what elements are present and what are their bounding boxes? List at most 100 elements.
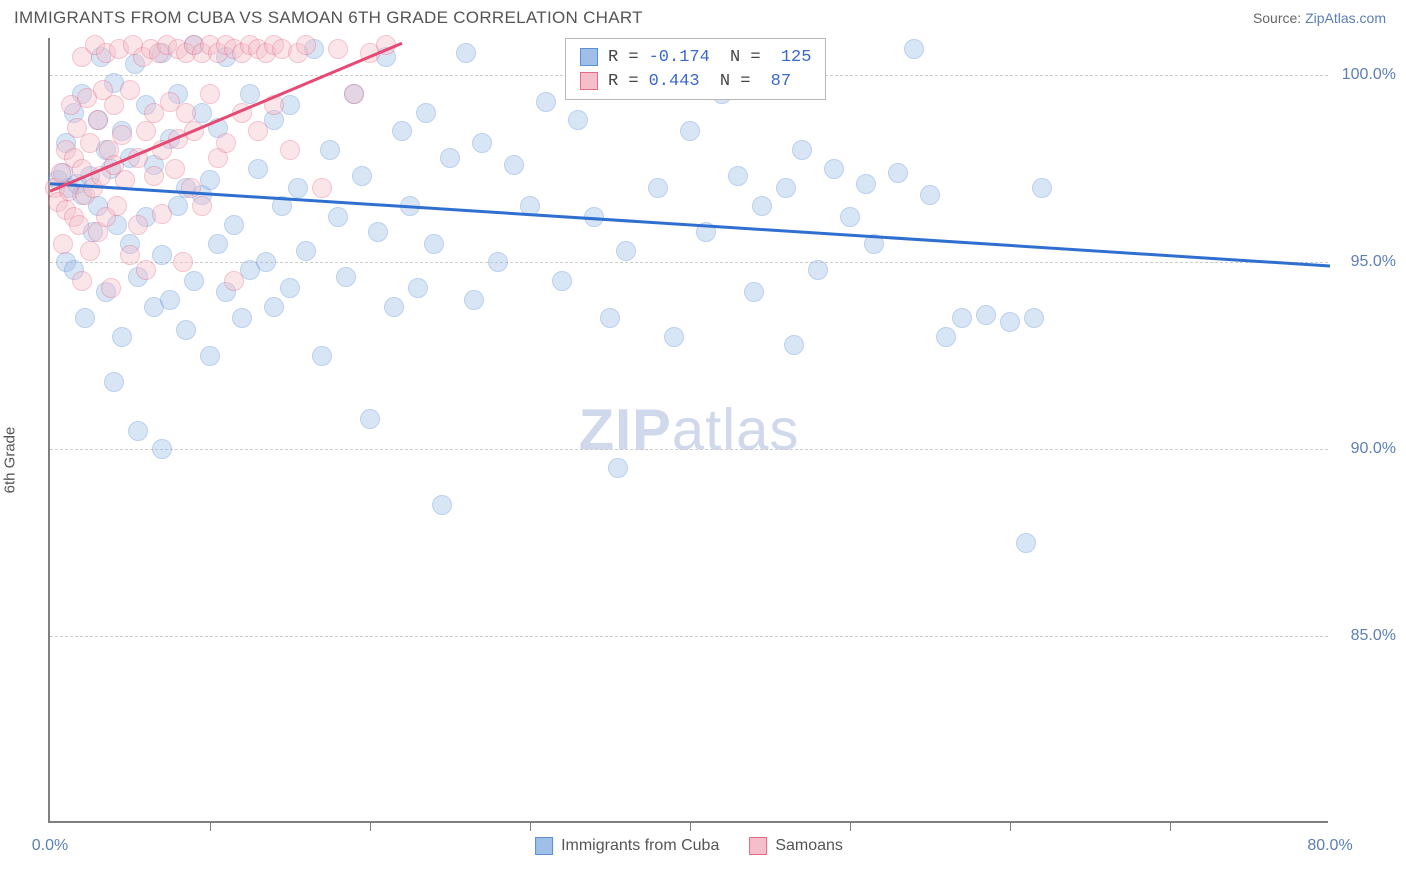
data-point <box>192 196 212 216</box>
data-point <box>272 196 292 216</box>
data-point <box>288 178 308 198</box>
data-point <box>368 222 388 242</box>
data-point <box>752 196 772 216</box>
data-point <box>616 241 636 261</box>
data-point <box>112 327 132 347</box>
legend-item: Samoans <box>749 837 843 855</box>
legend-item: Immigrants from Cuba <box>535 837 719 855</box>
data-point <box>144 166 164 186</box>
data-point <box>107 196 127 216</box>
data-point <box>224 215 244 235</box>
watermark: ZIPatlas <box>579 396 800 463</box>
data-point <box>536 92 556 112</box>
data-point <box>360 409 380 429</box>
data-point <box>824 159 844 179</box>
data-point <box>72 271 92 291</box>
stats-box: R =-0.174 N = 125R =0.443 N = 87 <box>565 38 826 100</box>
gridline-h <box>50 636 1328 637</box>
legend-swatch <box>535 837 553 855</box>
data-point <box>784 335 804 355</box>
data-point <box>200 346 220 366</box>
y-tick-label: 95.0% <box>1336 253 1396 271</box>
data-point <box>408 278 428 298</box>
data-point <box>680 121 700 141</box>
data-point <box>165 159 185 179</box>
data-point <box>1032 178 1052 198</box>
data-point <box>136 121 156 141</box>
y-tick-label: 90.0% <box>1336 440 1396 458</box>
data-point <box>296 241 316 261</box>
legend-label: Immigrants from Cuba <box>561 837 719 855</box>
data-point <box>248 159 268 179</box>
data-point <box>280 278 300 298</box>
source-credit: Source: ZipAtlas.com <box>1253 10 1386 26</box>
legend-bottom: Immigrants from Cuba Samoans <box>535 837 843 855</box>
x-tick-label: 80.0% <box>1307 837 1352 855</box>
data-point <box>128 215 148 235</box>
data-point <box>952 308 972 328</box>
data-point <box>72 159 92 179</box>
data-point <box>352 166 372 186</box>
legend-label: Samoans <box>775 837 843 855</box>
data-point <box>568 110 588 130</box>
data-point <box>184 271 204 291</box>
legend-swatch <box>749 837 767 855</box>
data-point <box>400 196 420 216</box>
data-point <box>976 305 996 325</box>
data-point <box>224 271 244 291</box>
x-tick-label: 0.0% <box>32 837 68 855</box>
source-link[interactable]: ZipAtlas.com <box>1305 10 1386 26</box>
data-point <box>296 35 316 55</box>
data-point <box>120 245 140 265</box>
data-point <box>232 308 252 328</box>
data-point <box>728 166 748 186</box>
data-point <box>264 297 284 317</box>
data-point <box>344 84 364 104</box>
data-point <box>504 155 524 175</box>
data-point <box>440 148 460 168</box>
plot-area: ZIPatlas 85.0%90.0%95.0%100.0%0.0%80.0%R… <box>48 38 1328 823</box>
stats-row: R =-0.174 N = 125 <box>580 45 811 69</box>
data-point <box>176 320 196 340</box>
data-point <box>115 170 135 190</box>
data-point <box>216 133 236 153</box>
data-point <box>456 43 476 63</box>
data-point <box>392 121 412 141</box>
data-point <box>648 178 668 198</box>
data-point <box>600 308 620 328</box>
data-point <box>584 207 604 227</box>
y-tick-label: 85.0% <box>1336 627 1396 645</box>
data-point <box>432 495 452 515</box>
data-point <box>856 174 876 194</box>
data-point <box>696 222 716 242</box>
data-point <box>256 252 276 272</box>
data-point <box>248 121 268 141</box>
data-point <box>312 178 332 198</box>
gridline-h <box>50 449 1328 450</box>
data-point <box>552 271 572 291</box>
data-point <box>152 439 172 459</box>
x-tick <box>530 821 531 831</box>
data-point <box>792 140 812 160</box>
y-axis-label: 6th Grade <box>2 426 19 493</box>
data-point <box>424 234 444 254</box>
stats-row: R =0.443 N = 87 <box>580 69 811 93</box>
data-point <box>173 252 193 272</box>
data-point <box>840 207 860 227</box>
data-point <box>181 178 201 198</box>
data-point <box>520 196 540 216</box>
data-point <box>184 121 204 141</box>
data-point <box>75 308 95 328</box>
x-tick <box>690 821 691 831</box>
data-point <box>128 148 148 168</box>
data-point <box>104 95 124 115</box>
data-point <box>1000 312 1020 332</box>
data-point <box>864 234 884 254</box>
data-point <box>80 133 100 153</box>
data-point <box>464 290 484 310</box>
x-tick <box>850 821 851 831</box>
data-point <box>152 245 172 265</box>
data-point <box>664 327 684 347</box>
data-point <box>776 178 796 198</box>
x-tick <box>210 821 211 831</box>
